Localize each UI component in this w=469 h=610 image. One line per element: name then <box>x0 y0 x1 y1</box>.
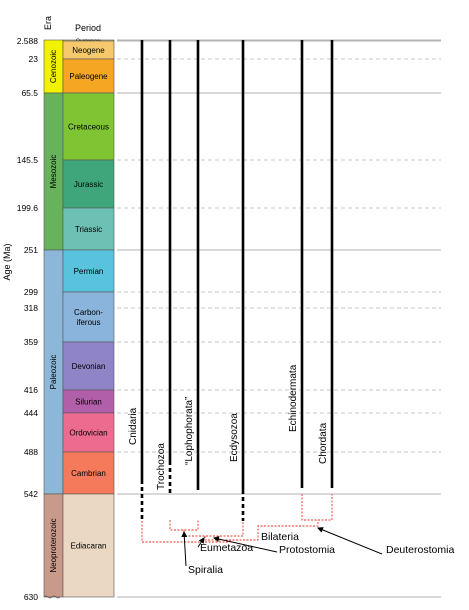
period-label-jurassic: Jurassic <box>74 180 103 189</box>
age-tick-label: 2.588 <box>17 36 39 46</box>
age-tick-label: 444 <box>24 408 38 418</box>
age-tick-label: 145.5 <box>17 155 39 165</box>
period-label-triassic: Triassic <box>75 225 102 234</box>
clade-label-deuterostomia: Deuterostomia <box>386 544 454 556</box>
pointer-arrow <box>213 536 278 553</box>
age-tick-label: 542 <box>24 489 38 499</box>
age-tick-label: 488 <box>24 447 38 457</box>
period-label-carbon-iferous: iferous <box>76 318 100 327</box>
age-tick-label: 630 <box>24 592 38 602</box>
period-label-paleogene: Paleogene <box>69 72 108 81</box>
scale-break-mark <box>43 595 61 599</box>
age-tick-label: 416 <box>24 385 38 395</box>
period-label-ediacaran: Ediacaran <box>70 541 106 550</box>
period-label-ordovician: Ordovician <box>69 428 107 437</box>
era-header: Era <box>43 16 53 30</box>
clade-label-eumetazoa: Eumetazoa <box>200 542 253 554</box>
period-header: Period <box>75 23 101 33</box>
clade-branch <box>301 494 333 521</box>
clade-label-spiralia: Spiralia <box>188 564 223 576</box>
period-label-permian: Permian <box>74 267 104 276</box>
age-tick-label: 65.5 <box>21 88 38 98</box>
period-label-devonian: Devonian <box>72 362 106 371</box>
era-label-neoproterozoic: Neoproterozoic <box>49 518 58 572</box>
period-cell-ordovician <box>62 412 115 453</box>
age-tick-label: 23 <box>29 54 39 64</box>
clade-branch <box>141 521 231 543</box>
clade-branch <box>204 520 319 541</box>
period-label-cambrian: Cambrian <box>71 469 106 478</box>
clade-branch <box>169 520 199 531</box>
period-cell-cambrian <box>62 451 115 495</box>
period-label-silurian: Silurian <box>75 397 102 406</box>
clade-label-bilateria: Bilateria <box>261 531 299 543</box>
taxon-label-echinodermata: Echinodermata <box>288 364 299 432</box>
period-cell-cretaceous <box>62 92 115 161</box>
era-label-cenozoic: Cenozoic <box>49 50 58 83</box>
pointer-arrow <box>181 531 188 567</box>
taxon-label-lophophorata: “Lophophorata” <box>184 397 195 465</box>
era-label-paleozoic: Paleozoic <box>49 355 58 390</box>
period-cell-carbon-iferous <box>62 291 115 343</box>
pointer-arrow <box>197 537 205 548</box>
era-label-mesozoic: Mesozoic <box>49 155 58 189</box>
age-tick-label: 359 <box>24 337 38 347</box>
age-tick-label: 318 <box>24 303 38 313</box>
period-label-cretaceous: Cretaceous <box>68 122 109 131</box>
period-cell-ediacaran <box>62 493 115 598</box>
age-tick-label: 299 <box>24 287 38 297</box>
pointer-arrow <box>317 527 383 555</box>
taxon-label-trochozoa: Trochozoa <box>156 443 167 490</box>
clade-label-protostomia: Protostomia <box>279 544 335 556</box>
taxon-label-ecdysozoa: Ecdysozoa <box>229 413 240 462</box>
period-label-carbon-iferous: Carbon- <box>74 308 103 317</box>
taxon-label-cnidaria: Cnidaria <box>128 407 139 445</box>
age-tick-label: 251 <box>24 245 38 255</box>
period-label-neogene: Neogene <box>72 46 105 55</box>
clade-branch <box>183 521 244 537</box>
period-cell-paleogene <box>62 58 115 94</box>
period-cell-devonian <box>62 341 115 391</box>
age-tick-label: 199.6 <box>17 203 39 213</box>
taxon-label-chordata: Chordata <box>318 422 329 464</box>
period-cell-jurassic <box>62 159 115 209</box>
period-cell-triassic <box>62 207 115 251</box>
axis-label: Age (Ma) <box>2 243 12 280</box>
